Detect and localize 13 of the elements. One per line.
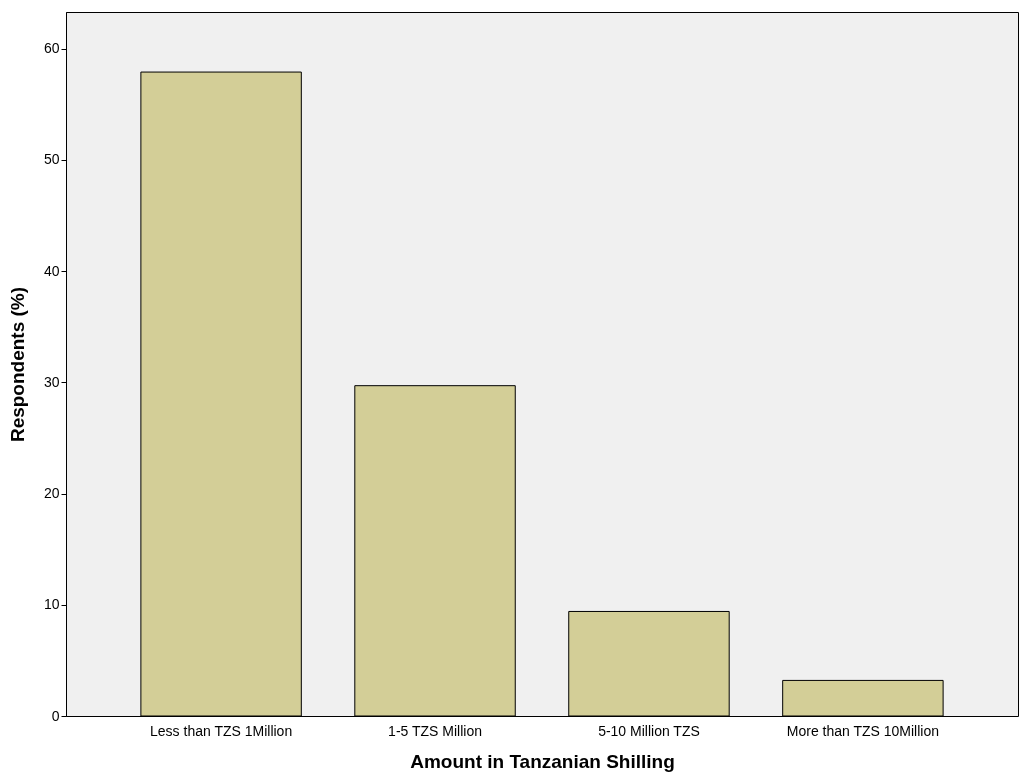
y-tick-label: 0	[51, 707, 60, 724]
x-tick-label: 5-10 Million TZS	[598, 722, 700, 739]
y-tick-label: 60	[43, 40, 60, 57]
x-tick-label: More than TZS 10Million	[786, 722, 940, 739]
y-tick-label: 40	[43, 262, 60, 279]
y-axis-title: Respondents (%)	[6, 286, 28, 443]
y-tick-label: 50	[43, 151, 60, 168]
x-tick-label: Less than TZS 1Million	[150, 722, 293, 739]
x-tick-label: 1-5 TZS Million	[388, 722, 482, 739]
y-tick-label: 30	[43, 373, 60, 390]
y-tick-label: 20	[43, 485, 60, 502]
x-axis-title: Amount in Tanzanian Shilling	[410, 750, 675, 772]
y-tick-label: 10	[43, 596, 60, 613]
